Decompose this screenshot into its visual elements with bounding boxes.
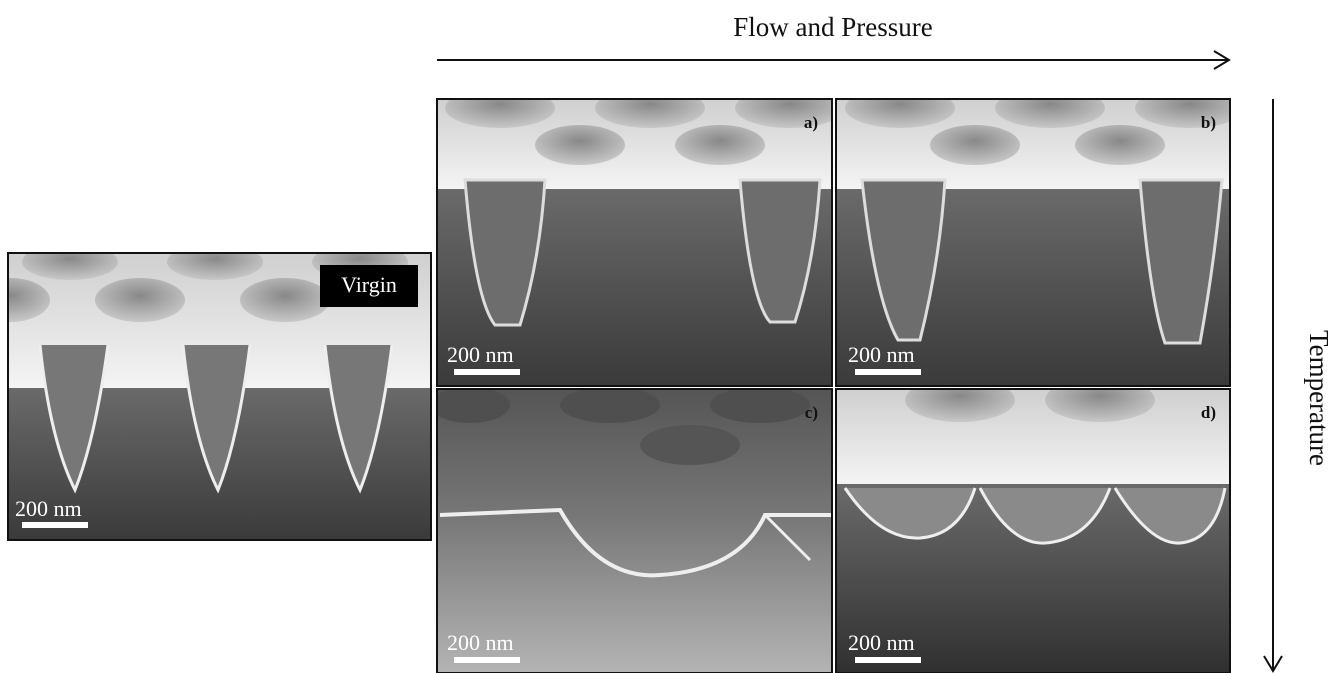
scale-bar-text: 200 nm xyxy=(447,342,514,367)
scale-bar xyxy=(454,369,520,375)
panel-label: c) xyxy=(805,403,818,422)
vertical-axis-label: Temperature xyxy=(1304,330,1334,466)
scale-bar-text: 200 nm xyxy=(848,342,915,367)
page: Flow and Pressure Temperature Virgin 200… xyxy=(0,0,1343,673)
scale-bar xyxy=(22,522,88,528)
scale-bar-text: 200 nm xyxy=(848,630,915,655)
panel-label: a) xyxy=(804,113,818,132)
scale-bar xyxy=(454,657,520,663)
horizontal-axis-label: Flow and Pressure xyxy=(733,12,932,42)
scale-bar xyxy=(855,369,921,375)
scale-bar-text: 200 nm xyxy=(15,496,82,521)
panel-d-image xyxy=(836,378,1230,673)
panel-label: Virgin xyxy=(341,272,397,297)
scale-bar-text: 200 nm xyxy=(447,630,514,655)
figure: Flow and Pressure Temperature Virgin 200… xyxy=(0,0,1343,673)
panel-label: d) xyxy=(1201,403,1216,422)
panel-label: b) xyxy=(1201,113,1216,132)
scale-bar xyxy=(855,657,921,663)
